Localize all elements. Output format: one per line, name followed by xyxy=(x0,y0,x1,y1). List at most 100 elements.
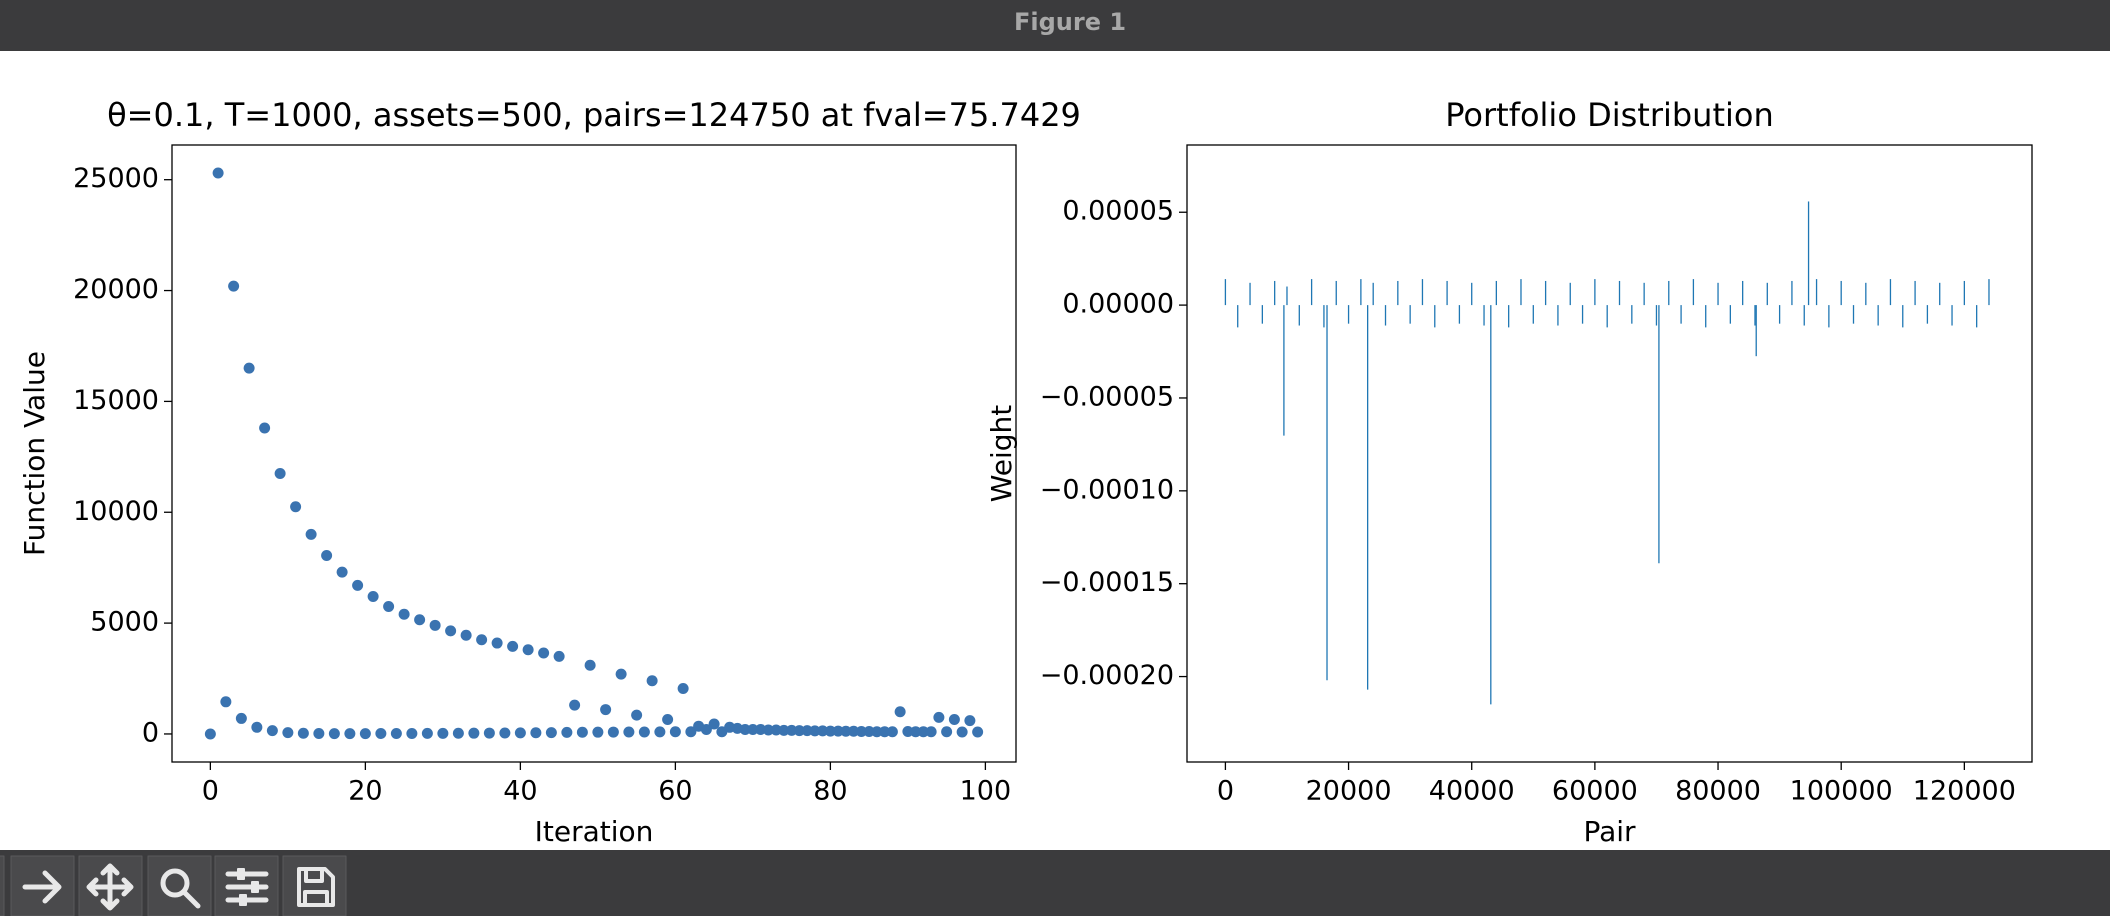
data-point xyxy=(855,726,867,738)
data-point xyxy=(623,726,635,738)
y-tick-label: −0.00015 xyxy=(1040,567,1174,598)
data-point xyxy=(662,714,674,726)
data-point xyxy=(460,629,472,641)
data-point xyxy=(429,619,441,631)
x-tick-label: 40 xyxy=(503,776,537,807)
back-button[interactable] xyxy=(0,855,5,916)
data-point xyxy=(894,706,906,718)
data-point xyxy=(553,650,565,662)
pan-button[interactable] xyxy=(78,855,143,916)
data-point xyxy=(530,727,542,739)
data-point xyxy=(832,725,844,737)
x-tick-label: 100000 xyxy=(1790,776,1893,807)
data-point xyxy=(700,724,712,736)
data-point xyxy=(592,726,604,738)
title-bar xyxy=(0,0,2110,51)
data-point xyxy=(948,714,960,726)
data-point xyxy=(840,725,852,737)
y-tick-label: 0 xyxy=(142,717,159,748)
zoom-button[interactable] xyxy=(147,855,212,916)
chart-title: Portfolio Distribution xyxy=(1445,96,1774,134)
data-point xyxy=(739,724,751,736)
save-button[interactable] xyxy=(282,855,347,916)
data-point xyxy=(499,727,511,739)
data-point xyxy=(437,727,449,739)
data-point xyxy=(972,726,984,738)
x-tick-label: 120000 xyxy=(1913,776,2016,807)
x-tick-label: 40000 xyxy=(1429,776,1515,807)
axes-frame xyxy=(171,144,1017,763)
data-point xyxy=(569,699,581,711)
data-point xyxy=(204,728,216,740)
x-tick-label: 80 xyxy=(813,776,847,807)
data-point xyxy=(359,728,371,740)
toolbar xyxy=(0,850,2110,916)
data-point xyxy=(266,725,278,737)
data-point xyxy=(669,726,681,738)
data-point xyxy=(476,634,488,646)
forward-button[interactable] xyxy=(10,855,75,916)
data-point xyxy=(654,726,666,738)
data-point xyxy=(406,728,418,740)
data-point xyxy=(251,721,263,733)
data-point xyxy=(235,712,247,724)
configure-button[interactable] xyxy=(214,855,279,916)
data-point xyxy=(483,727,495,739)
data-point xyxy=(321,549,333,561)
data-point xyxy=(755,724,767,736)
y-tick-label: 15000 xyxy=(73,385,159,416)
data-point xyxy=(902,726,914,738)
y-tick-label: 0.00000 xyxy=(1062,289,1174,320)
data-point xyxy=(793,725,805,737)
data-point xyxy=(600,704,612,716)
data-point xyxy=(545,727,557,739)
data-point xyxy=(220,696,232,708)
y-tick-label: 10000 xyxy=(73,496,159,527)
data-point xyxy=(646,675,658,687)
y-tick-label: 25000 xyxy=(73,163,159,194)
data-point xyxy=(638,726,650,738)
data-point xyxy=(383,600,395,612)
data-point xyxy=(925,726,937,738)
data-point xyxy=(708,718,720,730)
data-point xyxy=(259,422,271,434)
x-tick-label: 0 xyxy=(1217,776,1234,807)
data-point xyxy=(964,715,976,727)
data-point xyxy=(522,644,534,656)
data-point xyxy=(917,726,929,738)
data-point xyxy=(538,647,550,659)
window-title: Figure 1 xyxy=(1014,8,1126,36)
data-point xyxy=(375,728,387,740)
data-point xyxy=(824,725,836,737)
data-point xyxy=(956,726,968,738)
data-point xyxy=(313,728,325,740)
data-point xyxy=(452,727,464,739)
data-point xyxy=(468,727,480,739)
data-point xyxy=(421,727,433,739)
data-point xyxy=(507,640,519,652)
data-point xyxy=(631,709,643,721)
y-tick-label: 0.00005 xyxy=(1062,196,1174,227)
data-point xyxy=(398,608,410,620)
data-point xyxy=(367,590,379,602)
data-point xyxy=(274,467,286,479)
x-tick-label: 0 xyxy=(202,776,219,807)
data-point xyxy=(514,727,526,739)
x-axis-label: Pair xyxy=(1583,815,1636,848)
data-point xyxy=(817,725,829,737)
x-tick-label: 100 xyxy=(960,776,1012,807)
x-tick-label: 20000 xyxy=(1306,776,1392,807)
y-tick-label: −0.00010 xyxy=(1040,474,1174,505)
data-point xyxy=(390,728,402,740)
data-point xyxy=(491,637,503,649)
data-point xyxy=(933,711,945,723)
x-tick-label: 60 xyxy=(658,776,692,807)
data-point xyxy=(910,726,922,738)
x-tick-label: 20 xyxy=(348,776,382,807)
data-point xyxy=(243,362,255,374)
data-point xyxy=(677,683,689,695)
data-point xyxy=(414,614,426,626)
x-axis-label: Iteration xyxy=(535,815,654,848)
data-point xyxy=(282,727,294,739)
